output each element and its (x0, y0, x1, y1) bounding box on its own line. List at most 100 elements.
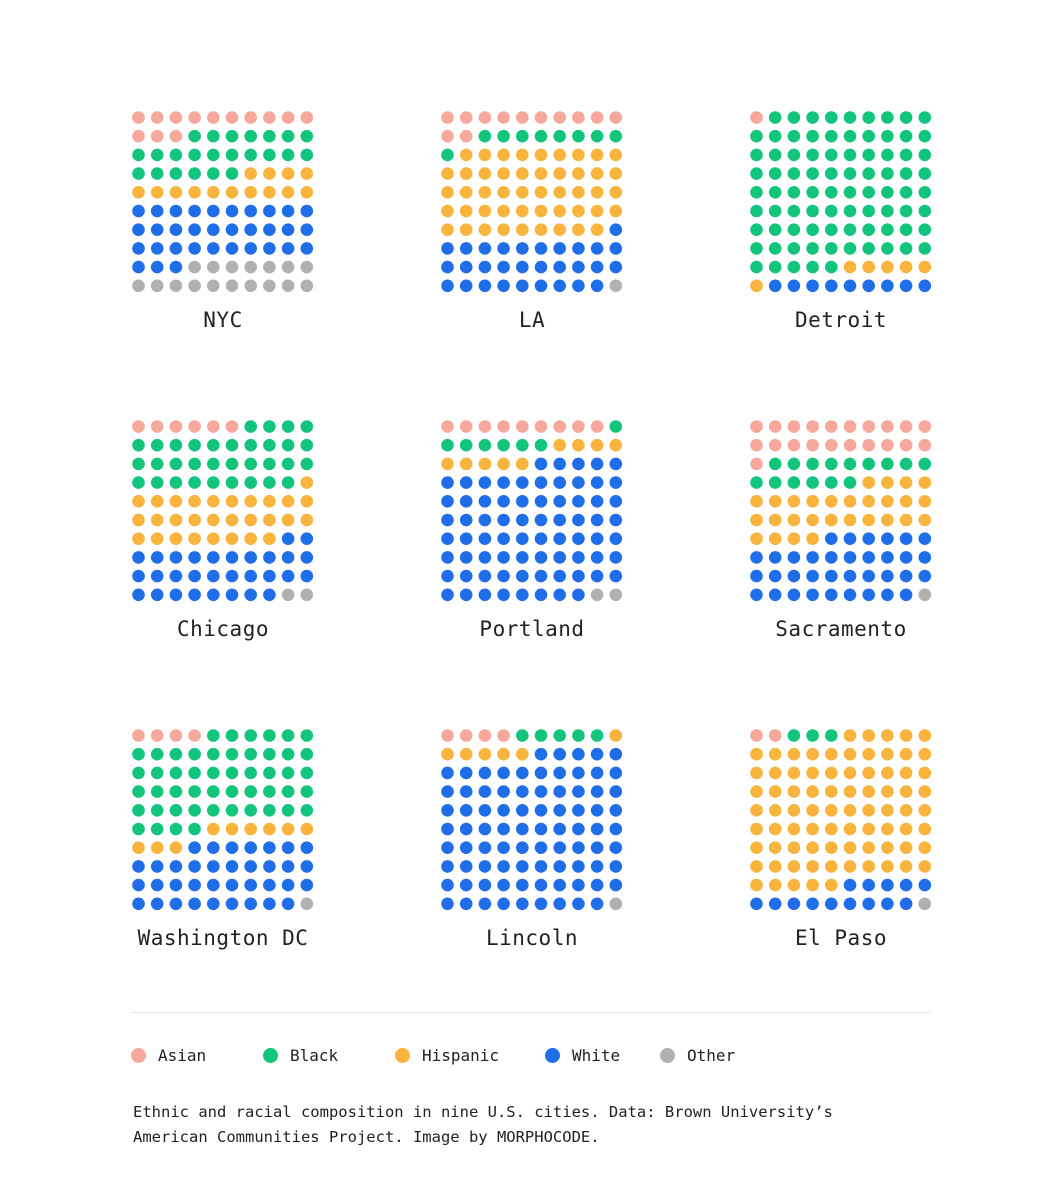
waffle-dot-other (169, 279, 183, 293)
waffle-dot-black (300, 420, 314, 433)
waffle-dot-hispanic (787, 841, 801, 854)
waffle-dot-black (281, 804, 295, 817)
waffle-dot-asian (750, 438, 763, 452)
waffle-dot-hispanic (263, 167, 276, 180)
waffle-dot-white (207, 223, 220, 236)
waffle-dot-white (590, 476, 604, 489)
waffle-dot-white (534, 766, 548, 780)
waffle-dot-black (534, 729, 548, 742)
waffle-dot-black (825, 111, 838, 124)
waffle-dot-white (300, 841, 314, 854)
waffle-dot-white (441, 532, 454, 545)
waffle-dot-white (150, 588, 164, 602)
waffle-dot-white (609, 766, 623, 780)
waffle-dot-hispanic (609, 729, 623, 742)
waffle-dot-black (899, 242, 913, 255)
waffle-dot-white (553, 897, 566, 911)
waffle-dot-white (497, 860, 510, 873)
waffle-dot-black (207, 148, 220, 162)
waffle-dot-black (750, 242, 763, 255)
waffle-dot-hispanic (881, 841, 894, 854)
waffle-dot-hispanic (843, 513, 857, 527)
waffle-dot-white (918, 532, 932, 545)
waffle-dot-black (768, 457, 782, 471)
waffle-dot-hispanic (300, 513, 314, 527)
waffle-dot-white (862, 569, 875, 583)
waffle-dot-white (881, 878, 894, 892)
waffle-dot-white (516, 513, 529, 527)
waffle-dot-hispanic (590, 204, 604, 218)
waffle-dot-white (150, 242, 164, 255)
waffle-dot-black (787, 242, 801, 255)
waffle-dot-hispanic (244, 186, 257, 199)
waffle-dot-hispanic (768, 860, 782, 873)
waffle-dot-other (590, 588, 604, 602)
waffle-dot-asian (207, 420, 220, 433)
waffle-dot-white (590, 532, 604, 545)
waffle-dot-hispanic (150, 186, 164, 199)
waffle-dot-hispanic (132, 186, 145, 199)
waffle-dot-hispanic (881, 766, 894, 780)
waffle-dot-black (169, 766, 183, 780)
caption-line-2: American Communities Project. Image by M… (133, 1128, 600, 1146)
waffle-dot-black (169, 438, 183, 452)
waffle-dot-white (281, 551, 295, 564)
waffle-dot-black (244, 438, 257, 452)
waffle-dot-black (899, 167, 913, 180)
waffle-dot-white (263, 223, 276, 236)
waffle-dot-black (207, 785, 220, 798)
waffle-dot-white (862, 279, 875, 293)
waffle-dot-black (497, 438, 510, 452)
waffle-dot-black (862, 148, 875, 162)
waffle-dot-hispanic (590, 148, 604, 162)
waffle-dot-hispanic (441, 747, 454, 761)
waffle-dot-black (862, 242, 875, 255)
waffle-dot-hispanic (553, 186, 566, 199)
waffle-dot-white (441, 841, 454, 854)
waffle-dot-black (132, 148, 145, 162)
waffle-dot-black (263, 476, 276, 489)
waffle-dot-hispanic (806, 747, 819, 761)
waffle-dot-black (281, 476, 295, 489)
city-panel-nyc: NYC (131, 110, 315, 332)
legend-item-other: Other (660, 1046, 735, 1065)
waffle-dot-black (862, 223, 875, 236)
waffle-dot-asian (750, 111, 763, 124)
waffle-dot-other (188, 260, 201, 274)
waffle-dot-white (263, 242, 276, 255)
waffle-dot-hispanic (572, 148, 585, 162)
waffle-dot-black (188, 766, 201, 780)
waffle-dot-hispanic (497, 223, 510, 236)
waffle-dot-white (843, 532, 857, 545)
waffle-dot-hispanic (590, 167, 604, 180)
waffle-dot-white (497, 513, 510, 527)
waffle-dot-hispanic (590, 223, 604, 236)
waffle-dot-asian (207, 111, 220, 124)
waffle-dot-black (787, 476, 801, 489)
waffle-dot-white (825, 551, 838, 564)
waffle-dot-asian (281, 111, 295, 124)
waffle-dot-asian (188, 111, 201, 124)
waffle-dot-white (169, 569, 183, 583)
waffle-dot-hispanic (553, 438, 566, 452)
waffle-dot-hispanic (787, 495, 801, 508)
waffle-dot-black (169, 804, 183, 817)
waffle-dot-white (609, 841, 623, 854)
waffle-dot-white (534, 897, 548, 911)
waffle-dot-hispanic (806, 804, 819, 817)
waffle-dot-white (459, 532, 473, 545)
waffle-dot-black (244, 785, 257, 798)
waffle-dot-other (918, 588, 932, 602)
waffle-dot-black (899, 223, 913, 236)
waffle-dot-asian (132, 420, 145, 433)
caption: Ethnic and racial composition in nine U.… (133, 1100, 933, 1150)
waffle-dot-white (132, 897, 145, 911)
waffle-dot-white (787, 569, 801, 583)
waffle-dot-hispanic (768, 878, 782, 892)
waffle-dot-white (572, 747, 585, 761)
waffle-dot-white (263, 569, 276, 583)
waffle-dot-asian (750, 729, 763, 742)
waffle-dot-hispanic (553, 167, 566, 180)
waffle-dot-hispanic (881, 804, 894, 817)
waffle-dot-black (609, 129, 623, 143)
